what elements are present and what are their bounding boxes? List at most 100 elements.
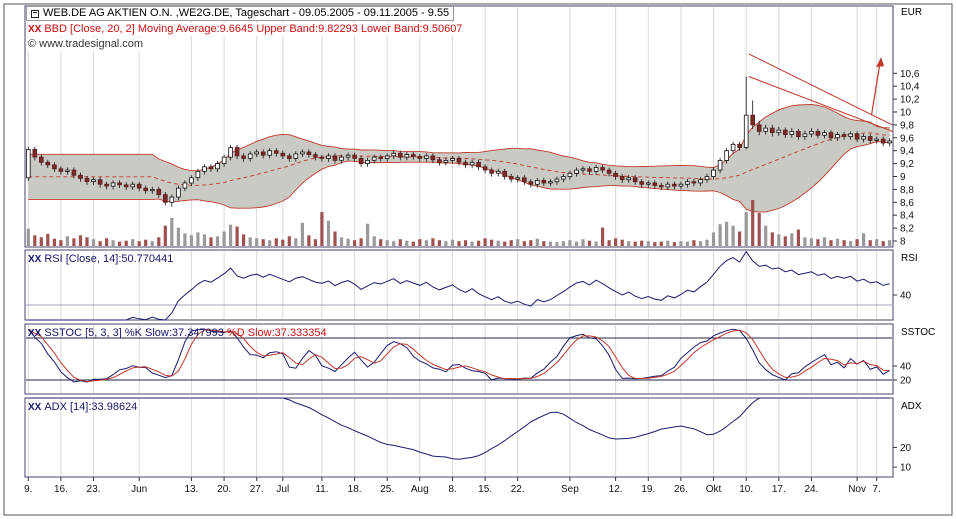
candle-body [619,176,625,181]
candle-body [430,155,436,161]
volume-bar [307,235,311,246]
volume-bar [653,242,657,246]
price-tick-label: 8,6 [900,198,914,209]
volume-bar [561,241,565,246]
volume-bar [809,238,813,246]
volume-bar [587,240,592,246]
candle-body [502,170,507,177]
volume-bar [646,241,650,246]
volume-bar [672,242,676,246]
candle-body [189,177,194,184]
candle-body [789,130,795,135]
candle-body [424,155,429,159]
outer-border [3,3,953,516]
adx-line [28,397,890,460]
price-tick-label: 10,2 [900,95,920,106]
volume-bar [137,241,141,246]
volume-bar [248,237,252,246]
candle-body [561,176,566,180]
rsi-axis-title: RSI [901,253,918,264]
volume-bar [313,239,317,246]
window-icon [31,9,39,18]
candle-body [104,183,109,187]
candle-body [652,182,658,186]
volume-bar [59,240,63,246]
candle-body [508,176,514,180]
volume-bar [581,239,585,246]
volume-bar [757,213,761,246]
candle-body [482,166,488,171]
volume-bar [287,236,291,246]
candle-body [169,196,175,203]
indicator-toggle-icon[interactable]: XX [28,254,42,265]
volume-bar [33,235,37,246]
candle-body [678,183,684,187]
sstoc-tick-label: 40 [900,362,912,373]
candle-body [548,181,553,184]
x-tick-label: 8. [448,484,456,495]
volume-bar [594,241,598,246]
candle-body [273,150,279,154]
volume-bar [261,239,265,246]
rsi-panel-border [24,249,894,321]
candle-body [763,127,768,132]
candle-body [58,168,64,172]
adx-indicator-label: ADX [14]:33.98624 [44,401,138,413]
adx-panel-border [24,397,894,478]
volume-bar [738,231,742,246]
volume-bar [803,237,807,246]
adx-indicator-label-row: XX ADX [14]:33.98624 [28,401,137,413]
volume-bar [229,224,233,246]
volume-bar [235,226,239,246]
volume-bar [548,241,552,246]
volume-bar [274,238,278,246]
indicator-toggle-icon[interactable]: XX [28,402,42,413]
rsi-tick-label: 40 [900,291,912,302]
volume-bar [542,241,546,246]
volume-bar [222,231,226,246]
volume-bar [822,237,827,246]
x-tick-label: 13. [184,484,198,495]
trendline [748,76,893,132]
up-arrow-shaft [870,59,882,116]
candle-body [91,179,96,182]
volume-bar [131,239,135,246]
volume-bar [614,238,618,246]
candle-body [593,167,599,172]
candle-body [326,155,331,159]
price-tick-label: 8,4 [900,211,914,222]
volume-bar [300,222,304,246]
x-tick-label: 18. [348,484,362,495]
volume-bar [183,233,187,246]
x-tick-label: Aug [411,484,429,495]
candle-body [410,154,416,157]
x-tick-label: 27. [250,484,264,495]
candle-body [300,151,305,155]
price-tick-label: 9,6 [900,133,914,144]
volume-bar [437,240,441,246]
volume-bar [424,240,428,246]
candle-body [71,169,77,176]
volume-bar [764,225,768,246]
candle-body [796,130,801,137]
up-arrow-head [876,57,885,68]
volume-bar [659,241,663,246]
indicator-toggle-icon[interactable]: XX [28,24,42,35]
candle-body [65,169,70,172]
candle-body [339,156,344,161]
candle-body [228,147,233,158]
candle-body [737,143,742,148]
volume-bar [875,239,879,246]
indicator-toggle-icon[interactable]: XX [28,328,42,339]
volume-bar [65,236,69,246]
candle-body [783,129,788,136]
volume-bar [529,240,533,246]
trendline [748,53,893,126]
volume-bar [170,217,174,246]
main-panel-border [24,5,894,248]
adx-tick-label: 10 [900,463,912,474]
volume-bar [849,241,853,246]
sstoc-d-line [28,328,890,383]
volume-bar [888,240,892,246]
